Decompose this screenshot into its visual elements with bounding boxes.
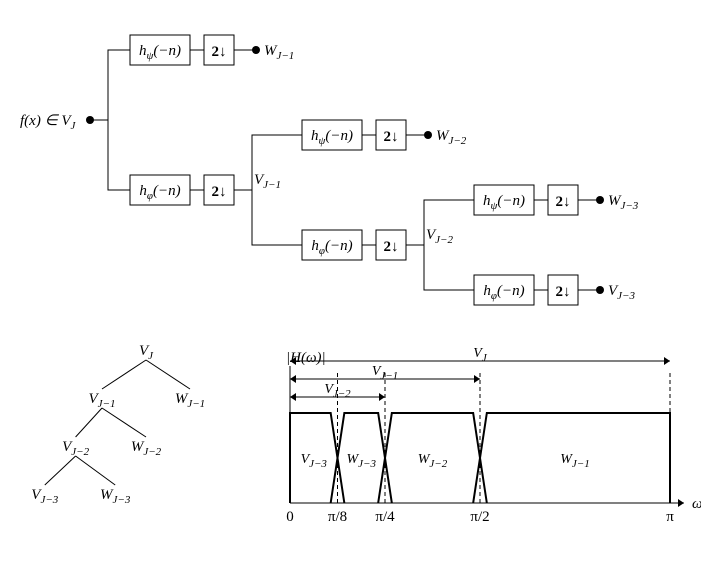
out-wj2: WJ−2 — [436, 128, 467, 147]
xtick-label: 0 — [286, 509, 294, 525]
band-label: WJ−1 — [560, 452, 589, 470]
down-box-1a-label: 2↓ — [212, 44, 227, 60]
mid-vj1: VJ−1 — [254, 172, 281, 191]
down-box-3b-label: 2↓ — [556, 284, 571, 300]
xtick-label: π — [666, 509, 674, 525]
input-label: f(x) ∈ VJ — [20, 113, 77, 132]
terminal-dot — [424, 131, 432, 139]
scope-arrow-right — [379, 393, 385, 401]
out-vj3: VJ−3 — [608, 283, 635, 302]
freq-xlabel: ω — [692, 496, 701, 512]
x-axis-arrow — [678, 499, 684, 507]
xtick-label: π/4 — [375, 509, 395, 525]
out-wj1: WJ−1 — [264, 43, 294, 62]
tree-edge — [45, 456, 76, 485]
scope-arrow-left — [290, 375, 296, 383]
tree-w2: WJ−2 — [131, 439, 162, 458]
wire — [108, 120, 130, 190]
tree-v2: VJ−2 — [62, 439, 89, 458]
down-box-3a-label: 2↓ — [556, 194, 571, 210]
down-box-2b-label: 2↓ — [384, 239, 399, 255]
tree-edge — [102, 408, 146, 437]
wire — [90, 50, 130, 120]
down-box-2a-label: 2↓ — [384, 129, 399, 145]
scope-arrow-left — [290, 393, 296, 401]
tree-w3: WJ−3 — [100, 487, 131, 506]
band-label: WJ−3 — [347, 452, 377, 470]
wire — [252, 190, 302, 245]
terminal-dot — [596, 196, 604, 204]
tree-root: VJ — [139, 343, 154, 362]
wire — [424, 245, 474, 290]
freq-ylabel: |H(ω)| — [286, 350, 326, 366]
tree-edge — [76, 456, 116, 485]
figure-canvas: f(x) ∈ VJhψ(−n)hφ(−n)2↓2↓WJ−1VJ−1hψ(−n)h… — [0, 0, 701, 580]
down-box-1b-label: 2↓ — [212, 184, 227, 200]
band-label: VJ−3 — [301, 452, 328, 470]
band-label: WJ−2 — [418, 452, 448, 470]
terminal-dot — [252, 46, 260, 54]
out-wj3: WJ−3 — [608, 193, 639, 212]
tree-v1: VJ−1 — [89, 391, 116, 410]
terminal-dot — [596, 286, 604, 294]
mid-vj2: VJ−2 — [426, 227, 453, 246]
tree-edge — [146, 360, 190, 389]
tree-w1: WJ−1 — [175, 391, 205, 410]
tree-edge — [76, 408, 102, 437]
scope-arrow-right — [664, 357, 670, 365]
xtick-label: π/2 — [470, 509, 489, 525]
scope-arrow-right — [474, 375, 480, 383]
tree-edge — [102, 360, 146, 389]
tree-v3: VJ−3 — [31, 487, 58, 506]
xtick-label: π/8 — [328, 509, 347, 525]
